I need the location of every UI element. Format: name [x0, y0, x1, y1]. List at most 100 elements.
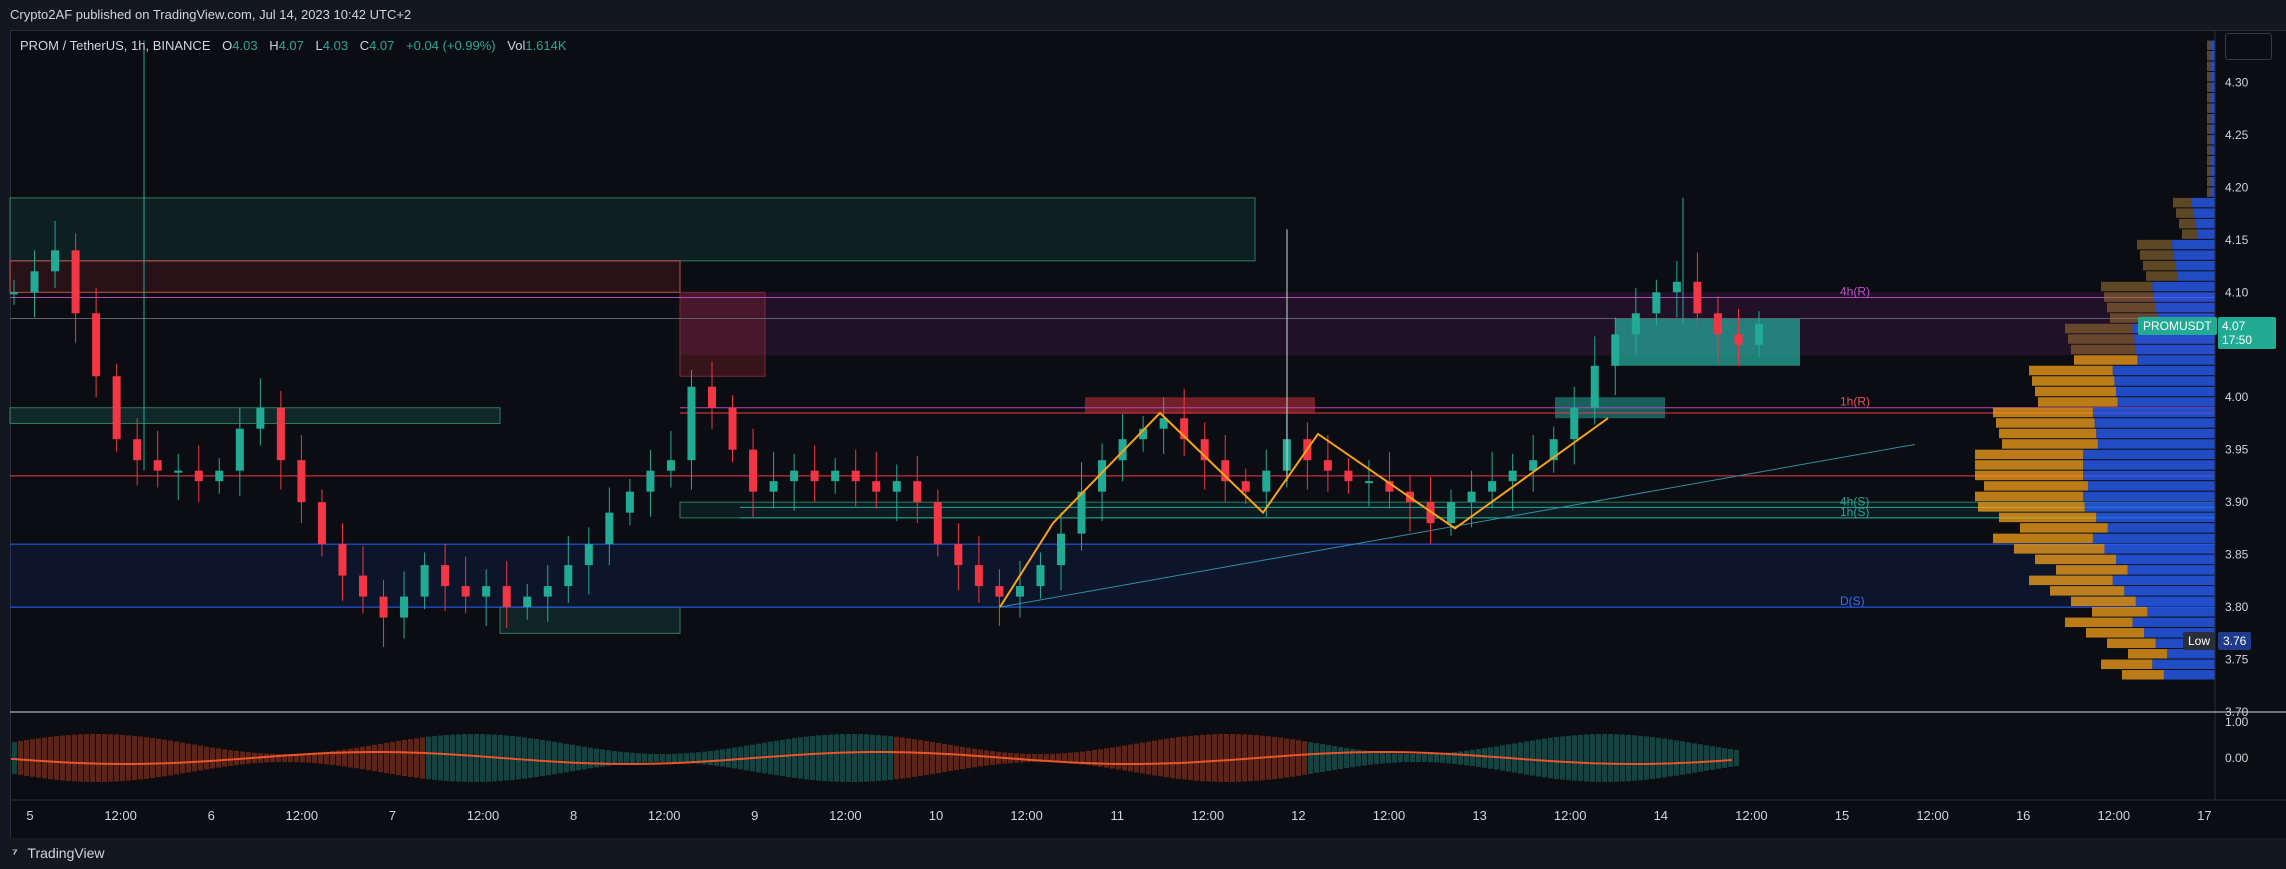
osc-band — [864, 734, 869, 782]
candle-body — [461, 586, 470, 597]
vp-bar-up — [2116, 386, 2215, 397]
vp-bar-down — [2032, 376, 2115, 386]
osc-band — [582, 746, 587, 770]
vp-bar-up — [2087, 481, 2215, 491]
osc-band — [1440, 753, 1445, 763]
candle-body — [1098, 460, 1107, 492]
vp-bar-up — [2112, 365, 2215, 376]
vp-bar-down — [2074, 355, 2138, 365]
osc-band — [438, 735, 443, 781]
candle-body — [276, 407, 285, 461]
osc-band — [618, 751, 623, 765]
vp-bar-down — [2207, 50, 2211, 61]
osc-band — [54, 736, 59, 780]
vp-bar-down — [2104, 292, 2154, 302]
candle-body — [1734, 334, 1743, 345]
osc-band — [1122, 745, 1127, 771]
candle-body — [51, 250, 60, 272]
candle-body — [400, 596, 409, 618]
candle-body — [995, 586, 1004, 597]
vp-bar-up — [2210, 134, 2215, 145]
candle-body — [584, 544, 593, 566]
y-tick-label: 4.20 — [2225, 180, 2249, 194]
osc-band — [18, 741, 23, 775]
candle-body — [1611, 334, 1620, 366]
osc-band — [1596, 734, 1601, 782]
x-tick-label: 12:00 — [286, 808, 319, 823]
close-label: C — [359, 38, 370, 53]
osc-band — [516, 736, 521, 780]
zone-demand-green — [9, 407, 501, 424]
osc-band — [1104, 748, 1109, 768]
candle-body — [1262, 470, 1271, 492]
level-label: 1h(S) — [1840, 505, 1869, 519]
osc-band — [294, 753, 299, 763]
symbol-label[interactable]: PROM / TetherUS, 1h, BINANCE — [20, 38, 211, 53]
low-value: 4.03 — [322, 38, 349, 53]
osc-band — [792, 738, 797, 778]
osc-band — [666, 753, 671, 763]
osc-band — [120, 734, 125, 782]
vp-bar-down — [2137, 239, 2173, 250]
vp-bar-up — [2117, 397, 2215, 407]
x-tick-label: 12:00 — [104, 808, 137, 823]
candle-body — [1385, 481, 1394, 492]
candle-body — [1015, 586, 1024, 597]
vp-bar-down — [2176, 208, 2194, 218]
osc-band — [1620, 734, 1625, 782]
tradingview-logo-icon[interactable]: ⁷ — [12, 845, 18, 861]
osc-band — [288, 753, 293, 763]
osc-band — [486, 734, 491, 782]
zone-4h-resistance — [680, 292, 2215, 356]
vp-bar-down — [2068, 334, 2135, 344]
last-price-tag: 4.07 17:50 — [2218, 317, 2276, 349]
osc-band — [1536, 739, 1541, 777]
osc-band — [1110, 747, 1115, 769]
chart-settings-button[interactable] — [2225, 33, 2272, 60]
osc-band — [1278, 737, 1283, 779]
osc-band — [1158, 739, 1163, 777]
footer-brand[interactable]: TradingView — [27, 845, 105, 861]
osc-band — [1170, 737, 1175, 779]
osc-band — [684, 753, 689, 763]
osc-band — [636, 753, 641, 763]
osc-band — [264, 753, 269, 763]
osc-band — [1044, 753, 1049, 763]
x-tick-label: 15 — [1835, 808, 1849, 823]
open-value: 4.03 — [232, 38, 258, 53]
candle-body — [1467, 491, 1476, 503]
osc-band — [894, 736, 899, 780]
y-tick-label: 3.75 — [2225, 653, 2249, 667]
osc-band — [1296, 740, 1301, 776]
osc-band — [1422, 753, 1427, 763]
vp-bar-down — [2029, 575, 2113, 586]
vp-bar-up — [2094, 418, 2215, 428]
osc-band — [1134, 743, 1139, 773]
osc-band — [714, 750, 719, 766]
osc-band — [432, 736, 437, 780]
level-label: 4h(S) — [1840, 494, 1869, 508]
osc-band — [1476, 749, 1481, 767]
osc-band — [768, 741, 773, 775]
vp-bar-down — [2014, 544, 2105, 554]
osc-band — [30, 739, 35, 777]
candle-body — [913, 481, 922, 503]
osc-band — [1530, 740, 1535, 776]
zigzag-pattern — [999, 411, 1609, 608]
osc-band — [816, 735, 821, 781]
vp-bar-up — [2096, 428, 2215, 439]
vp-bar-down — [2092, 607, 2148, 617]
zone-daily-support — [10, 544, 2215, 608]
vp-bar-up — [2152, 659, 2215, 670]
vp-bar-down — [2207, 176, 2211, 187]
chart-area[interactable] — [10, 30, 2286, 841]
osc-band — [912, 739, 917, 777]
low-label: L — [315, 38, 323, 53]
osc-band — [858, 734, 863, 782]
osc-band — [390, 741, 395, 775]
candle-body — [482, 586, 491, 597]
osc-band — [1590, 734, 1595, 782]
vp-bar-up — [2097, 439, 2215, 449]
osc-band — [1434, 753, 1439, 763]
candle-body — [297, 460, 306, 503]
